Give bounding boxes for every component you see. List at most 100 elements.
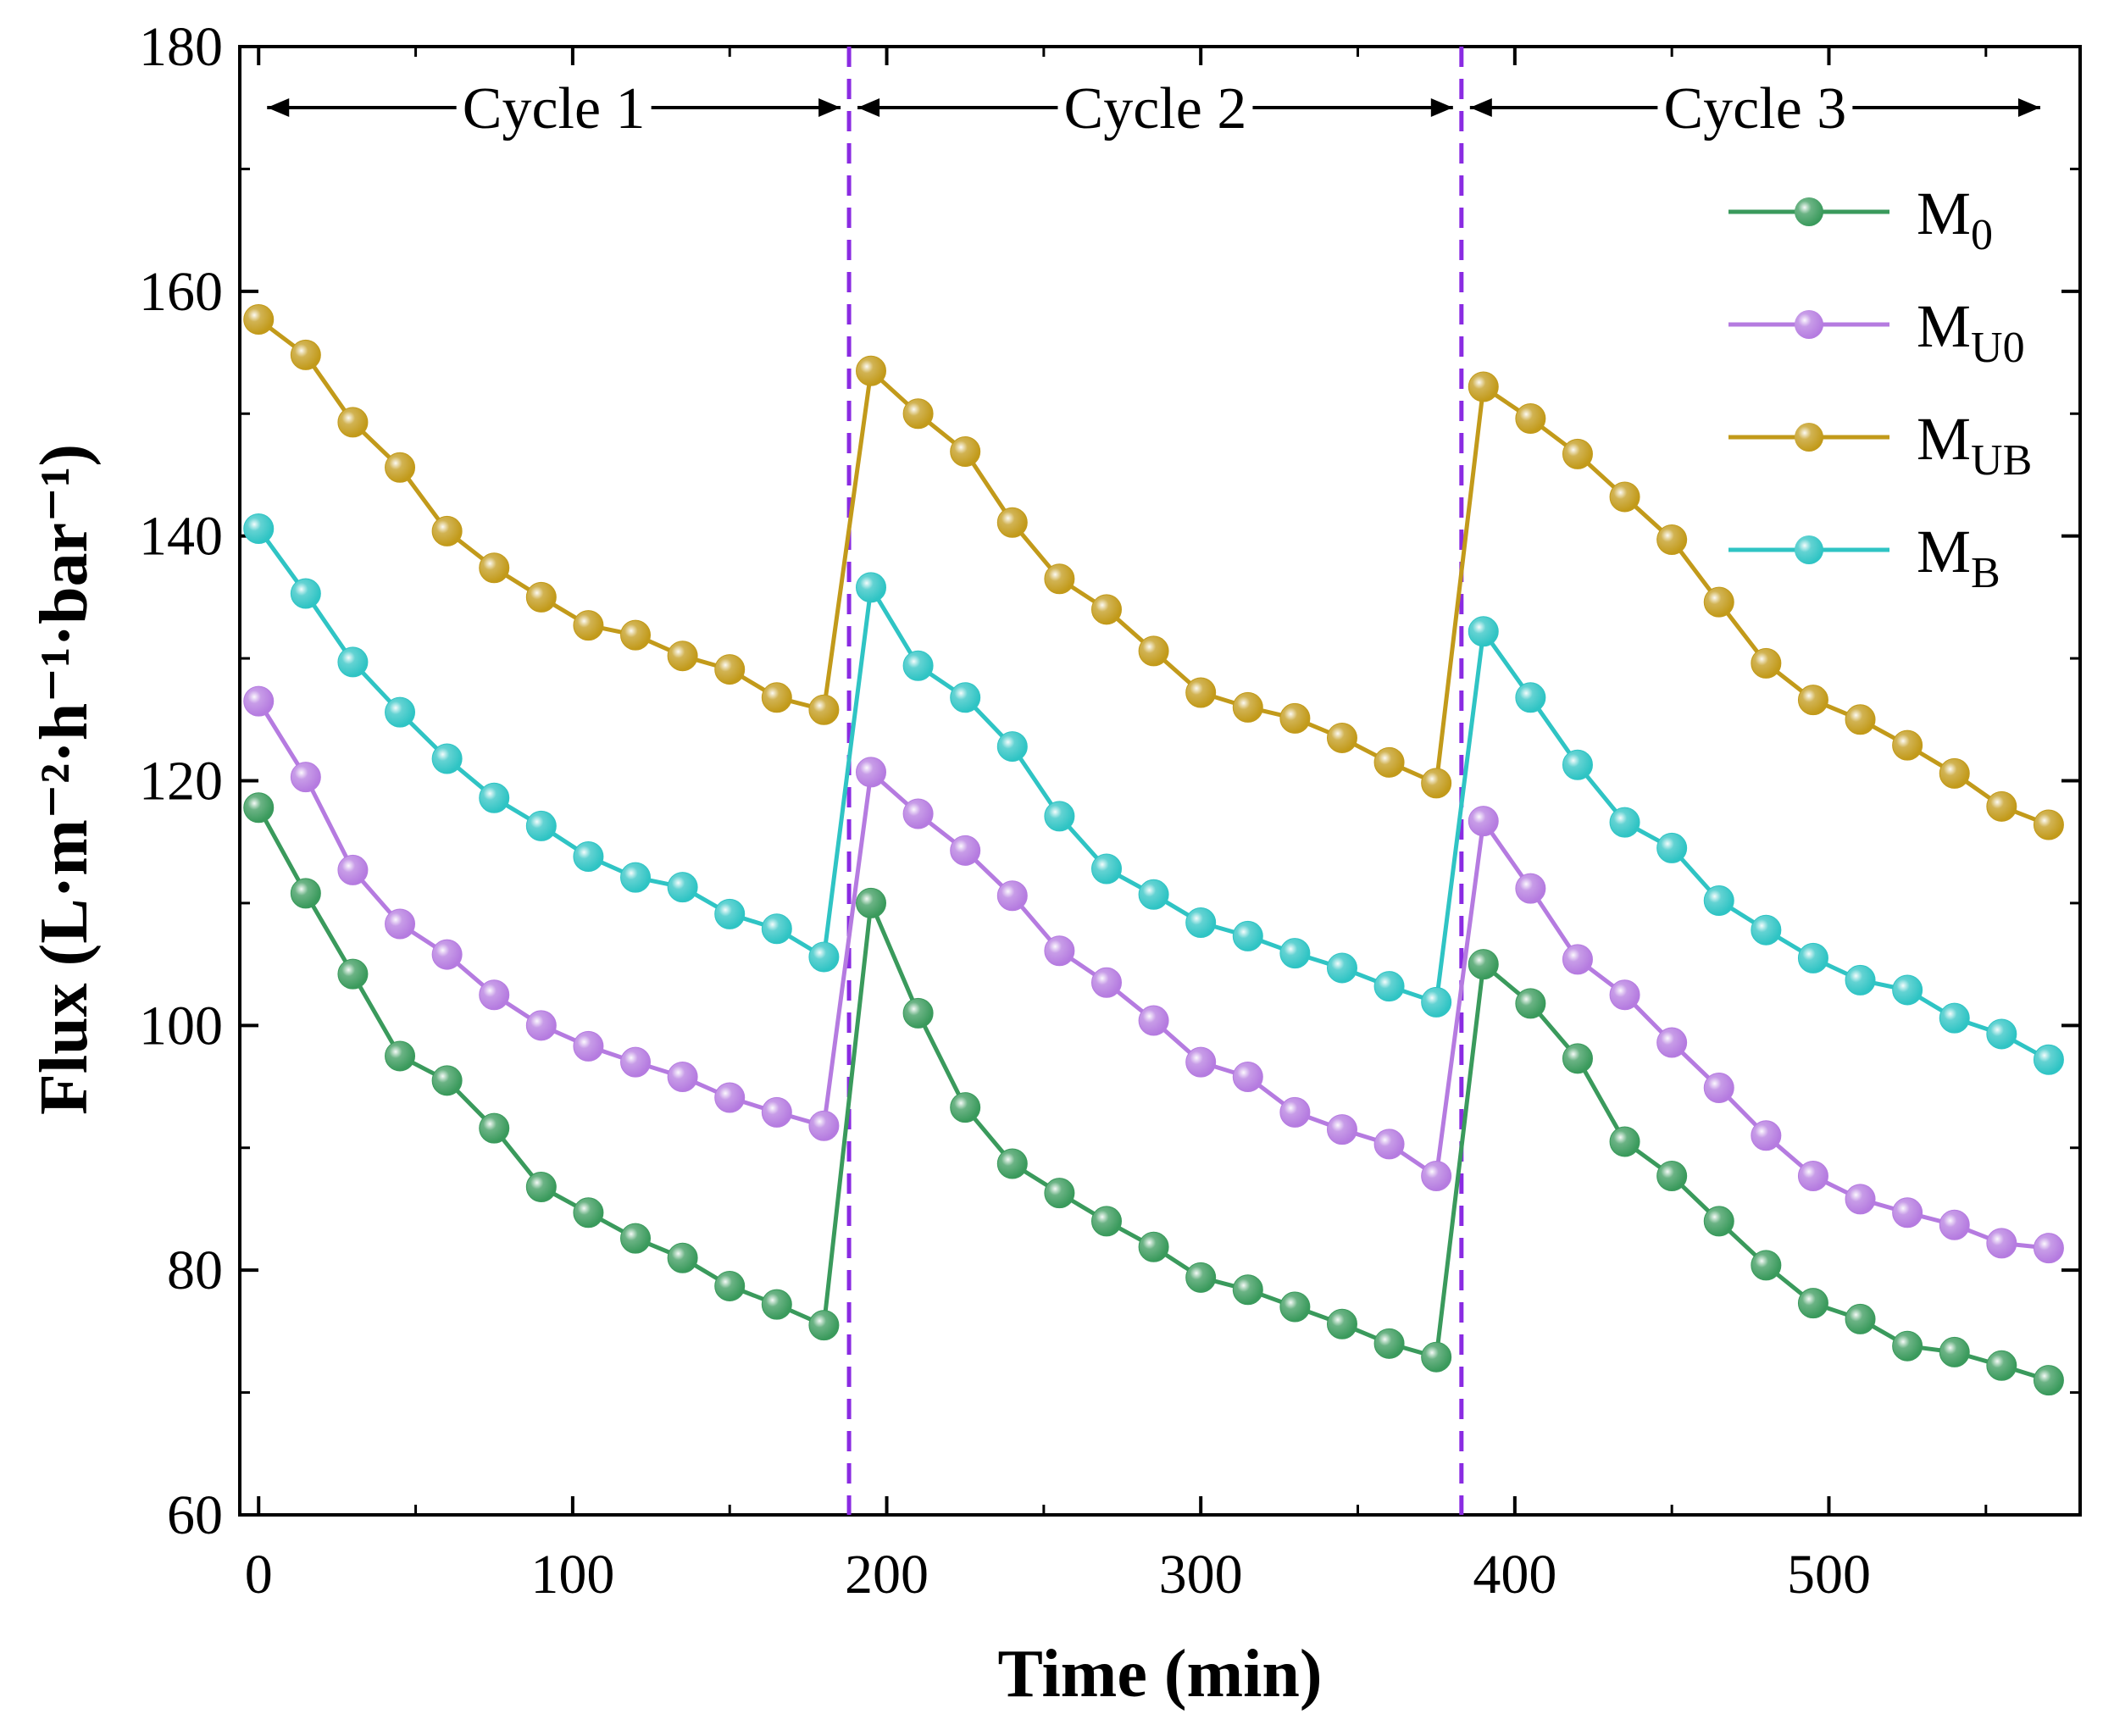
data-point-highlight <box>1751 1251 1781 1280</box>
data-point-highlight <box>1798 1289 1828 1318</box>
data-point-highlight <box>1516 989 1545 1018</box>
data-point-highlight <box>1374 747 1404 777</box>
series-MB <box>243 513 2064 1075</box>
data-point-highlight <box>1233 1062 1262 1091</box>
data-point-highlight <box>1186 1047 1216 1077</box>
data-point-highlight <box>762 683 791 713</box>
data-point-highlight <box>526 1172 556 1201</box>
data-point-highlight <box>1468 807 1498 836</box>
arrow-head <box>857 98 880 117</box>
data-point-highlight <box>857 757 886 787</box>
data-point-highlight <box>1139 636 1168 666</box>
data-point-highlight <box>338 959 368 989</box>
data-point-highlight <box>668 1062 697 1091</box>
cycle-annotation-layer: Cycle 1 Cycle 2 Cycle 3 <box>267 76 2040 141</box>
data-point-highlight <box>1091 968 1121 997</box>
arrow-head <box>1430 98 1453 117</box>
data-point-highlight <box>1468 950 1498 979</box>
data-point-highlight <box>951 835 980 865</box>
data-point-highlight <box>432 1066 462 1095</box>
data-point-highlight <box>1798 685 1828 715</box>
data-point-highlight <box>1280 939 1310 968</box>
data-point-highlight <box>386 452 415 482</box>
legend-marker-highlight <box>1795 310 1823 339</box>
data-point-highlight <box>574 1198 603 1228</box>
data-point-highlight <box>1280 1292 1310 1322</box>
data-point-highlight <box>903 799 933 829</box>
data-point-highlight <box>997 732 1027 762</box>
y-tick-label: 180 <box>139 16 223 78</box>
arrow-head <box>267 98 290 117</box>
data-point-highlight <box>1798 943 1828 973</box>
x-tick-label: 300 <box>1159 1544 1243 1606</box>
cycle-boundary-layer <box>846 47 1464 1515</box>
data-point-highlight <box>1422 987 1451 1017</box>
data-point-highlight <box>809 695 839 724</box>
data-point-highlight <box>1704 1073 1734 1102</box>
data-point-highlight <box>1704 886 1734 916</box>
data-point-highlight <box>480 980 509 1010</box>
data-point-highlight <box>1562 439 1592 469</box>
data-point-highlight <box>997 1149 1027 1179</box>
data-point-highlight <box>1327 1115 1357 1145</box>
series-layer <box>243 304 2064 1396</box>
data-point-highlight <box>903 998 933 1028</box>
data-point-highlight <box>621 1223 651 1253</box>
data-point-highlight <box>1516 874 1545 903</box>
data-point-highlight <box>1657 833 1687 862</box>
y-axis-title: Flux (L·m⁻²·h⁻¹·bar⁻¹) <box>27 444 102 1115</box>
x-tick-label: 500 <box>1787 1544 1871 1606</box>
legend-item-MU0: MU0 <box>1728 292 2025 372</box>
cycle-annotation: Cycle 3 <box>1469 76 2040 141</box>
data-point-highlight <box>432 744 462 774</box>
x-tick-label: 200 <box>845 1544 929 1606</box>
data-point-highlight <box>291 340 320 369</box>
data-point-highlight <box>1893 1198 1923 1228</box>
data-point-highlight <box>809 1311 839 1340</box>
data-point-highlight <box>1562 1044 1592 1073</box>
data-point-highlight <box>1893 975 1923 1005</box>
data-point-highlight <box>1751 648 1781 678</box>
data-point-highlight <box>1139 879 1168 909</box>
data-point-highlight <box>715 1271 745 1301</box>
data-point-highlight <box>762 1290 791 1319</box>
data-point-highlight <box>526 1011 556 1040</box>
data-point-highlight <box>903 399 933 429</box>
legend-marker-highlight <box>1795 423 1823 452</box>
data-point-highlight <box>668 641 697 671</box>
data-point-highlight <box>386 909 415 939</box>
legend-label: MU0 <box>1917 292 2025 372</box>
data-point-highlight <box>997 507 1027 537</box>
data-point-highlight <box>1374 972 1404 1001</box>
data-point-highlight <box>338 408 368 437</box>
x-tick-label: 100 <box>530 1544 614 1606</box>
data-point-highlight <box>1233 1275 1262 1305</box>
y-tick-label: 160 <box>139 261 223 323</box>
data-point-highlight <box>2034 1045 2063 1074</box>
data-point-highlight <box>480 783 509 813</box>
data-point-highlight <box>1280 703 1310 733</box>
data-point-highlight <box>1893 730 1923 760</box>
data-point-highlight <box>1327 723 1357 752</box>
data-point-highlight <box>1939 1337 1969 1367</box>
data-point-highlight <box>1327 953 1357 983</box>
data-point-highlight <box>338 855 368 885</box>
arrow-head <box>818 98 841 117</box>
data-point-highlight <box>1422 1161 1451 1190</box>
data-point-highlight <box>1704 1206 1734 1236</box>
legend-label: MB <box>1917 518 2000 597</box>
data-point-highlight <box>1610 1127 1640 1156</box>
data-point-highlight <box>1845 1184 1875 1214</box>
legend-item-M0: M0 <box>1728 180 1993 259</box>
data-point-highlight <box>1610 807 1640 837</box>
data-point-highlight <box>621 620 651 650</box>
data-point-highlight <box>1233 921 1262 951</box>
data-point-highlight <box>1374 1328 1404 1358</box>
y-tick-label: 80 <box>167 1240 223 1301</box>
data-point-highlight <box>480 1113 509 1143</box>
data-point-highlight <box>1045 1179 1074 1208</box>
data-point-highlight <box>857 573 886 602</box>
data-point-highlight <box>1516 683 1545 713</box>
data-point-highlight <box>244 514 274 544</box>
